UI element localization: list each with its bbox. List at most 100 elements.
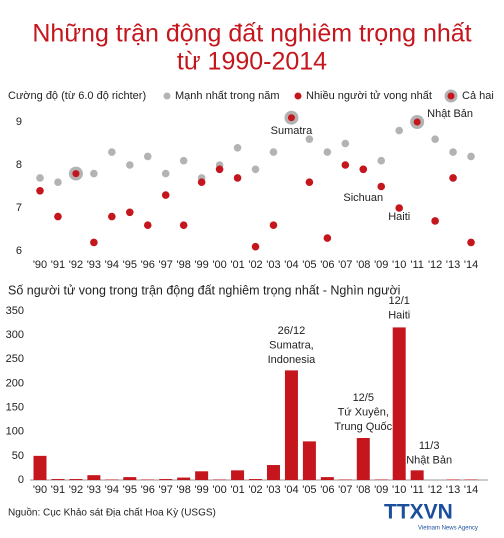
x-tick-label: '08	[356, 259, 370, 271]
logo-subtext: Vietnam News Agency	[418, 526, 478, 532]
point	[251, 242, 260, 251]
x-tick-label: '05	[302, 484, 316, 496]
x-tick-label: '11	[410, 484, 424, 496]
x-tick-label: '01	[230, 484, 244, 496]
x-tick-label: '97	[159, 259, 173, 271]
point	[90, 169, 98, 178]
point	[36, 174, 44, 182]
x-tick-label: '03	[266, 484, 280, 496]
bar	[410, 470, 424, 480]
y-tick-label: 300	[6, 329, 24, 341]
x-tick-label: '04	[284, 484, 298, 496]
point	[305, 135, 314, 143]
x-tick-label: '14	[464, 484, 478, 496]
point-both-center	[413, 118, 421, 126]
bar	[392, 327, 406, 480]
bar	[123, 477, 137, 480]
x-tick-label: '99	[194, 259, 208, 271]
x-tick-label: '00	[212, 259, 226, 271]
x-tick-label: '01	[230, 259, 244, 271]
x-tick-label: '06	[320, 259, 334, 271]
title: Những trận động đất nghiêm trọng nhất	[32, 20, 471, 48]
y-tick-label: 0	[18, 474, 24, 486]
x-tick-label: '91	[51, 484, 65, 496]
annotation: 11/3	[419, 440, 440, 452]
x-tick-label: '07	[338, 484, 352, 496]
point	[161, 191, 170, 199]
point	[359, 165, 368, 174]
x-tick-label: '04	[284, 259, 298, 271]
point	[305, 178, 314, 186]
x-tick-label: '98	[177, 484, 191, 496]
x-tick-label: '91	[51, 259, 65, 271]
bar	[51, 479, 65, 480]
legend-label: Mạnh nhất trong năm	[175, 90, 280, 102]
point	[251, 165, 260, 174]
x-tick-label: '14	[464, 259, 478, 271]
bar	[249, 479, 263, 480]
bar	[284, 370, 298, 480]
point	[36, 187, 44, 195]
point	[377, 182, 386, 191]
y-tick-label: 150	[6, 401, 24, 413]
y-tick-label: 50	[12, 450, 24, 462]
point-both-center	[72, 170, 80, 178]
x-tick-label: '05	[302, 259, 316, 271]
x-tick-label: '10	[392, 259, 406, 271]
bar	[195, 471, 209, 480]
x-tick-label: '02	[248, 484, 262, 496]
point	[54, 178, 62, 186]
x-tick-label: '13	[446, 259, 460, 271]
y-tick-label: 8	[16, 159, 22, 171]
legend-label: Nhiều người tử vong nhất	[306, 90, 432, 102]
x-tick-label: '93	[87, 259, 101, 271]
point	[431, 217, 439, 225]
x-tick-label: '09	[374, 259, 388, 271]
legend-marker	[294, 92, 302, 100]
title: từ 1990-2014	[177, 48, 327, 76]
point	[377, 156, 386, 165]
bar	[33, 455, 47, 480]
x-tick-label: '96	[141, 484, 155, 496]
x-tick-label: '13	[446, 484, 460, 496]
annotation: 12/5	[353, 392, 374, 404]
annotation: Trung Quốc	[334, 421, 392, 433]
annotation: Indonesia	[268, 354, 317, 366]
bar	[231, 470, 245, 480]
point-both-center	[287, 114, 295, 122]
x-tick-label: '11	[410, 259, 424, 271]
point	[179, 221, 188, 229]
y-tick-label: 250	[6, 353, 24, 365]
x-tick-label: '09	[374, 484, 388, 496]
x-tick-label: '08	[356, 484, 370, 496]
y-tick-label: 100	[6, 426, 24, 438]
point	[54, 212, 62, 221]
y-tick-label: 9	[16, 116, 22, 128]
y-tick-label: 7	[16, 202, 22, 214]
annotation: Sichuan	[343, 192, 383, 204]
point	[269, 148, 278, 156]
x-tick-label: '94	[105, 259, 119, 271]
annotation: Nhật Bản	[427, 108, 473, 120]
point	[90, 238, 98, 247]
y-tick-label: 6	[16, 245, 22, 257]
annotation: Haiti	[388, 211, 410, 223]
x-tick-label: '94	[105, 484, 119, 496]
x-tick-label: '95	[123, 484, 137, 496]
x-tick-label: '97	[159, 484, 173, 496]
point	[108, 212, 116, 221]
legend-marker	[447, 92, 455, 100]
point	[395, 126, 404, 135]
x-tick-label: '02	[248, 259, 262, 271]
x-tick-label: '92	[69, 259, 83, 271]
point	[215, 165, 224, 174]
bar	[177, 477, 191, 480]
point	[108, 148, 116, 156]
point	[233, 144, 242, 152]
x-tick-label: '95	[123, 259, 137, 271]
point	[143, 152, 152, 161]
point	[467, 238, 475, 247]
x-tick-label: '93	[87, 484, 101, 496]
annotation: Sumatra	[271, 125, 313, 137]
chart-title: Số người tử vong trong trận động đất ngh…	[8, 283, 400, 297]
